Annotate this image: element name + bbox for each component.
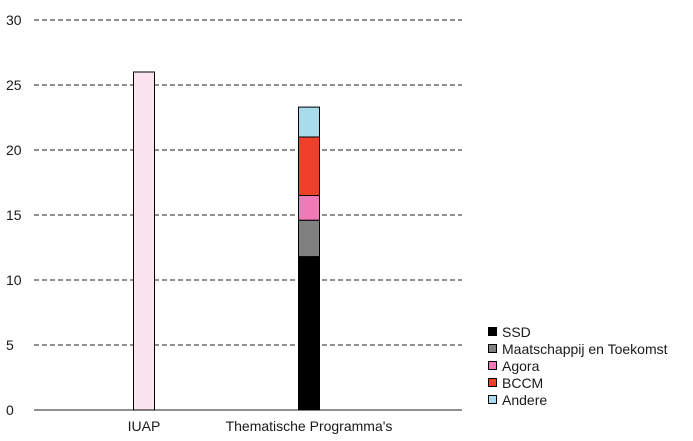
legend-item: BCCM [488,374,668,391]
bar-segment [298,136,320,196]
y-tick-label: 10 [6,272,22,288]
legend-label: Andere [502,391,548,408]
legend-item: Agora [488,357,668,374]
y-tick-label: 5 [6,337,14,353]
bar-segment [298,195,320,221]
bar-segment [298,256,320,411]
bar-segment [298,106,320,138]
legend-label: SSD [502,323,531,340]
y-tick-label: 20 [6,142,22,158]
y-tick-label: 15 [6,207,22,223]
bar-segment [298,219,320,258]
x-tick-label: IUAP [128,418,161,434]
legend-item: Maatschappij en Toekomst [488,340,668,357]
legend-label: Maatschappij en Toekomst [502,340,668,357]
y-tick-label: 0 [6,402,14,418]
y-tick-label: 30 [6,12,22,28]
legend-item: Andere [488,391,668,408]
legend-swatch [488,344,497,353]
legend-item: SSD [488,323,668,340]
legend-swatch [488,327,497,336]
legend: SSD Maatschappij en Toekomst Agora BCCM Ande… [488,323,668,408]
legend-swatch [488,361,497,370]
legend-label: Agora [502,357,540,374]
legend-swatch [488,378,497,387]
bar-segment [133,71,155,411]
y-tick-label: 25 [6,77,22,93]
x-tick-label: Thematische Programma's [226,418,393,434]
legend-swatch [488,395,497,404]
legend-label: BCCM [502,374,544,391]
